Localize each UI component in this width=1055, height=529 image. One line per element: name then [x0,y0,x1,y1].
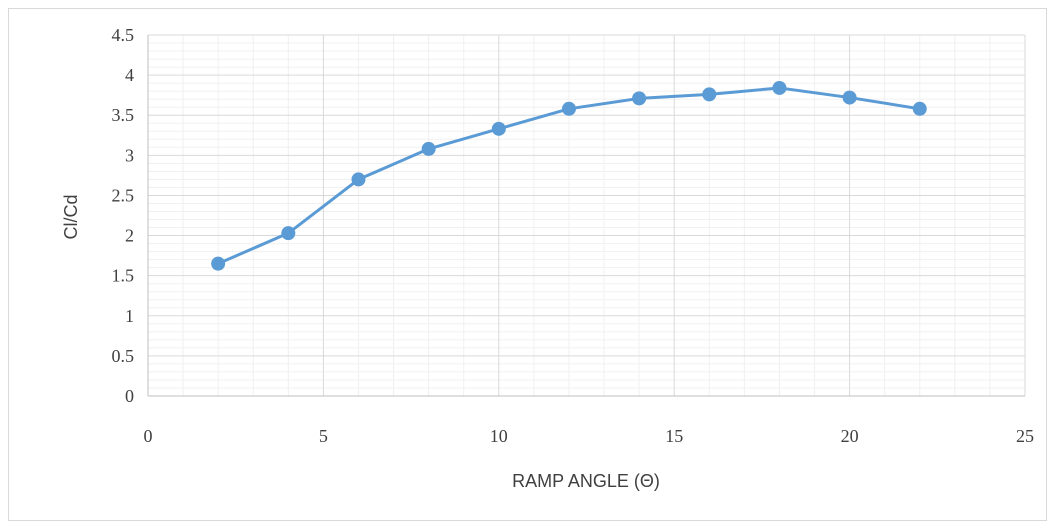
data-point [912,101,927,116]
data-point [561,101,576,116]
y-tick-label: 1 [125,306,134,326]
x-tick-label: 10 [490,426,508,446]
series-layer [211,80,927,271]
data-point [632,91,647,106]
y-tick-label: 0.5 [112,346,135,366]
chart-frame [8,8,1047,521]
y-tick-label: 3.5 [112,105,135,125]
data-point [702,87,717,102]
x-axis-title: RAMP ANGLE (Θ) [512,471,660,491]
x-tick-label: 0 [144,426,153,446]
x-tick-label: 5 [319,426,328,446]
data-point [421,141,436,156]
y-tick-label: 1.5 [112,266,135,286]
data-point [842,90,857,105]
data-point [491,121,506,136]
minor-gridlines [148,35,1025,396]
data-point [772,80,787,95]
data-point [211,256,226,271]
y-tick-label: 0 [125,386,134,406]
x-tick-label: 15 [665,426,683,446]
y-tick-label: 2.5 [112,185,135,205]
axes [147,35,1025,397]
y-tick-label: 2 [125,226,134,246]
y-tick-labels: 0 0.5 1 1.5 2 2.5 3 3.5 4 4.5 [112,25,135,406]
data-point [351,172,366,187]
x-tick-label: 20 [841,426,859,446]
x-tick-labels: 0 5 10 15 20 25 [144,426,1035,446]
y-tick-label: 3 [125,145,134,165]
y-tick-label: 4.5 [112,25,135,45]
major-gridlines [147,34,1026,397]
y-tick-label: 4 [125,65,134,85]
x-tick-label: 25 [1016,426,1034,446]
data-point [281,226,296,241]
y-axis-title: Cl/Cd [61,194,81,239]
